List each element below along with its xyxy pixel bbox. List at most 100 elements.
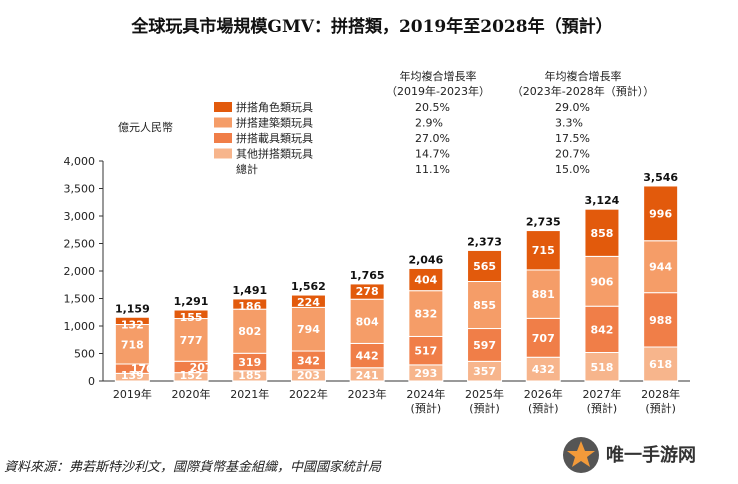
bar-value-label: 804 (356, 315, 379, 328)
bar-value-label: 858 (590, 227, 613, 240)
bar-total-label: 3,546 (643, 171, 678, 184)
bar-value-label: 139 (121, 369, 144, 382)
bar-segment-vehicle (584, 305, 620, 354)
bar-segment-building (467, 281, 503, 330)
bar-segment-vehicle (643, 292, 679, 348)
bar-value-label: 715 (532, 244, 555, 257)
bar-value-label: 988 (649, 314, 672, 327)
bar-value-label: 707 (532, 332, 555, 345)
bar-total-label: 3,124 (585, 194, 620, 207)
bar-value-label: 155 (180, 311, 203, 324)
cagr-2023-2028-value: 29.0% (555, 101, 590, 114)
cagr-2019-2023-value: 27.0% (415, 132, 450, 145)
cagr-2023-2028-value: 15.0% (555, 163, 590, 176)
bar-value-label: 802 (238, 325, 261, 338)
bar-total-label: 1,765 (350, 269, 385, 282)
bar-value-label: 342 (297, 354, 320, 367)
y-tick-label: 1,000 (64, 320, 96, 333)
watermark: 唯一手游网 (563, 437, 696, 473)
bar-value-label: 241 (356, 369, 379, 382)
y-tick-label: 0 (88, 375, 95, 388)
x-tick-label: (預計) (645, 401, 676, 415)
bar-value-label: 319 (238, 356, 261, 369)
bar-value-label: 432 (532, 363, 555, 376)
bar-segment-vehicle (349, 342, 385, 369)
bar-segment-other (584, 352, 620, 382)
y-tick-label: 2,500 (64, 238, 96, 251)
bar-value-label: 855 (473, 299, 496, 312)
bar-value-label: 944 (649, 261, 672, 274)
bar-value-label: 357 (473, 365, 496, 378)
bar-segment-vehicle (467, 328, 503, 362)
bar-segment-character (467, 249, 503, 283)
bar-value-label: 224 (297, 296, 320, 309)
bar-total-label: 1,159 (115, 302, 150, 315)
x-tick-label: 2026年 (524, 387, 563, 401)
bar-segment-character (525, 230, 561, 271)
bar-segment-building (643, 240, 679, 294)
bar-segment-building (290, 306, 326, 352)
bar-value-label: 207 (190, 361, 213, 374)
bar-value-label: 777 (180, 334, 203, 347)
cagr-2019-2023-value: 11.1% (415, 163, 450, 176)
x-tick-label: 2023年 (348, 387, 387, 401)
x-tick-label: (預計) (469, 401, 500, 415)
legend-swatch (214, 148, 232, 159)
bar-value-label: 152 (180, 369, 203, 382)
x-tick-label: (預計) (587, 401, 618, 415)
cagr-header-1-line-1: 年均複合增長率 (400, 69, 477, 83)
x-tick-label: 2022年 (289, 387, 328, 401)
legend-label: 拼搭角色類玩具 (236, 100, 313, 114)
bar-value-label: 404 (414, 274, 437, 287)
bar-value-label: 278 (356, 285, 379, 298)
y-tick-label: 3,500 (64, 183, 96, 196)
legend-swatch (214, 133, 232, 143)
cagr-header-2-line-1: 年均複合增長率 (545, 69, 622, 83)
bar-value-label: 293 (414, 367, 437, 380)
bar-segment-other (643, 346, 679, 382)
x-tick-label: 2028年 (641, 387, 680, 401)
bar-segment-building (232, 308, 268, 354)
bar-value-label: 996 (649, 207, 672, 220)
bar-value-label: 832 (414, 308, 437, 321)
bar-segment-character (173, 309, 209, 320)
x-tick-label: 2021年 (230, 387, 269, 401)
axes: 0 500 1,000 1,500 2,000 2,500 3,000 3,500 4,000 (64, 155, 690, 388)
cagr-header-2-line-2: （2023年-2028年（預計）） (512, 84, 654, 98)
legend-label: 其他拼搭類玩具 (236, 147, 313, 161)
bar-value-label: 185 (238, 369, 261, 382)
bar-segment-vehicle (525, 317, 561, 358)
bar-value-label: 794 (297, 323, 320, 336)
x-tick-label: 2024年 (406, 387, 445, 401)
bar-value-label: 618 (649, 358, 672, 371)
legend-label: 總計 (236, 162, 258, 176)
watermark-text: 唯一手游网 (606, 444, 696, 466)
bar-segment-character (408, 267, 444, 292)
bar-segment-character (349, 283, 385, 300)
bar-segment-building (349, 298, 385, 344)
source-note: 資料來源：弗若斯特沙利文，國際貨幣基金組織，中國國家統計局 (4, 459, 382, 475)
bar-value-label: 517 (414, 345, 437, 358)
y-tick-label: 3,000 (64, 210, 96, 223)
cagr-headers: 年均複合增長率（2019年-2023年）年均複合增長率（2023年-2028年（… (386, 69, 654, 98)
cagr-header-1-line-2: （2019年-2023年） (386, 84, 490, 98)
legend-swatch (214, 117, 232, 128)
bar-total-label: 2,735 (526, 216, 561, 229)
y-tick-label: 1,500 (64, 293, 96, 306)
bar-segment-character (643, 185, 679, 242)
cagr-2023-2028-value: 17.5% (555, 132, 590, 145)
legend: 拼搭角色類玩具 20.5% 29.0% 拼搭建築類玩具 2.9% 3.3% 拼搭載具類玩具 2… (214, 100, 590, 176)
bar-segment-character (114, 316, 150, 326)
bar-total-label: 1,291 (174, 295, 209, 308)
x-tick-label: (預計) (528, 401, 559, 415)
bar-value-label: 186 (238, 300, 261, 313)
bar-value-label: 203 (297, 369, 320, 382)
cagr-2019-2023-value: 14.7% (415, 148, 450, 161)
bar-segment-vehicle (408, 335, 444, 366)
bar-total-label: 2,046 (408, 253, 443, 266)
bar-segment-building (525, 269, 561, 319)
x-tick-label: (預計) (411, 401, 442, 415)
bar-value-label: 170 (131, 363, 154, 376)
bar-value-label: 565 (473, 260, 496, 273)
